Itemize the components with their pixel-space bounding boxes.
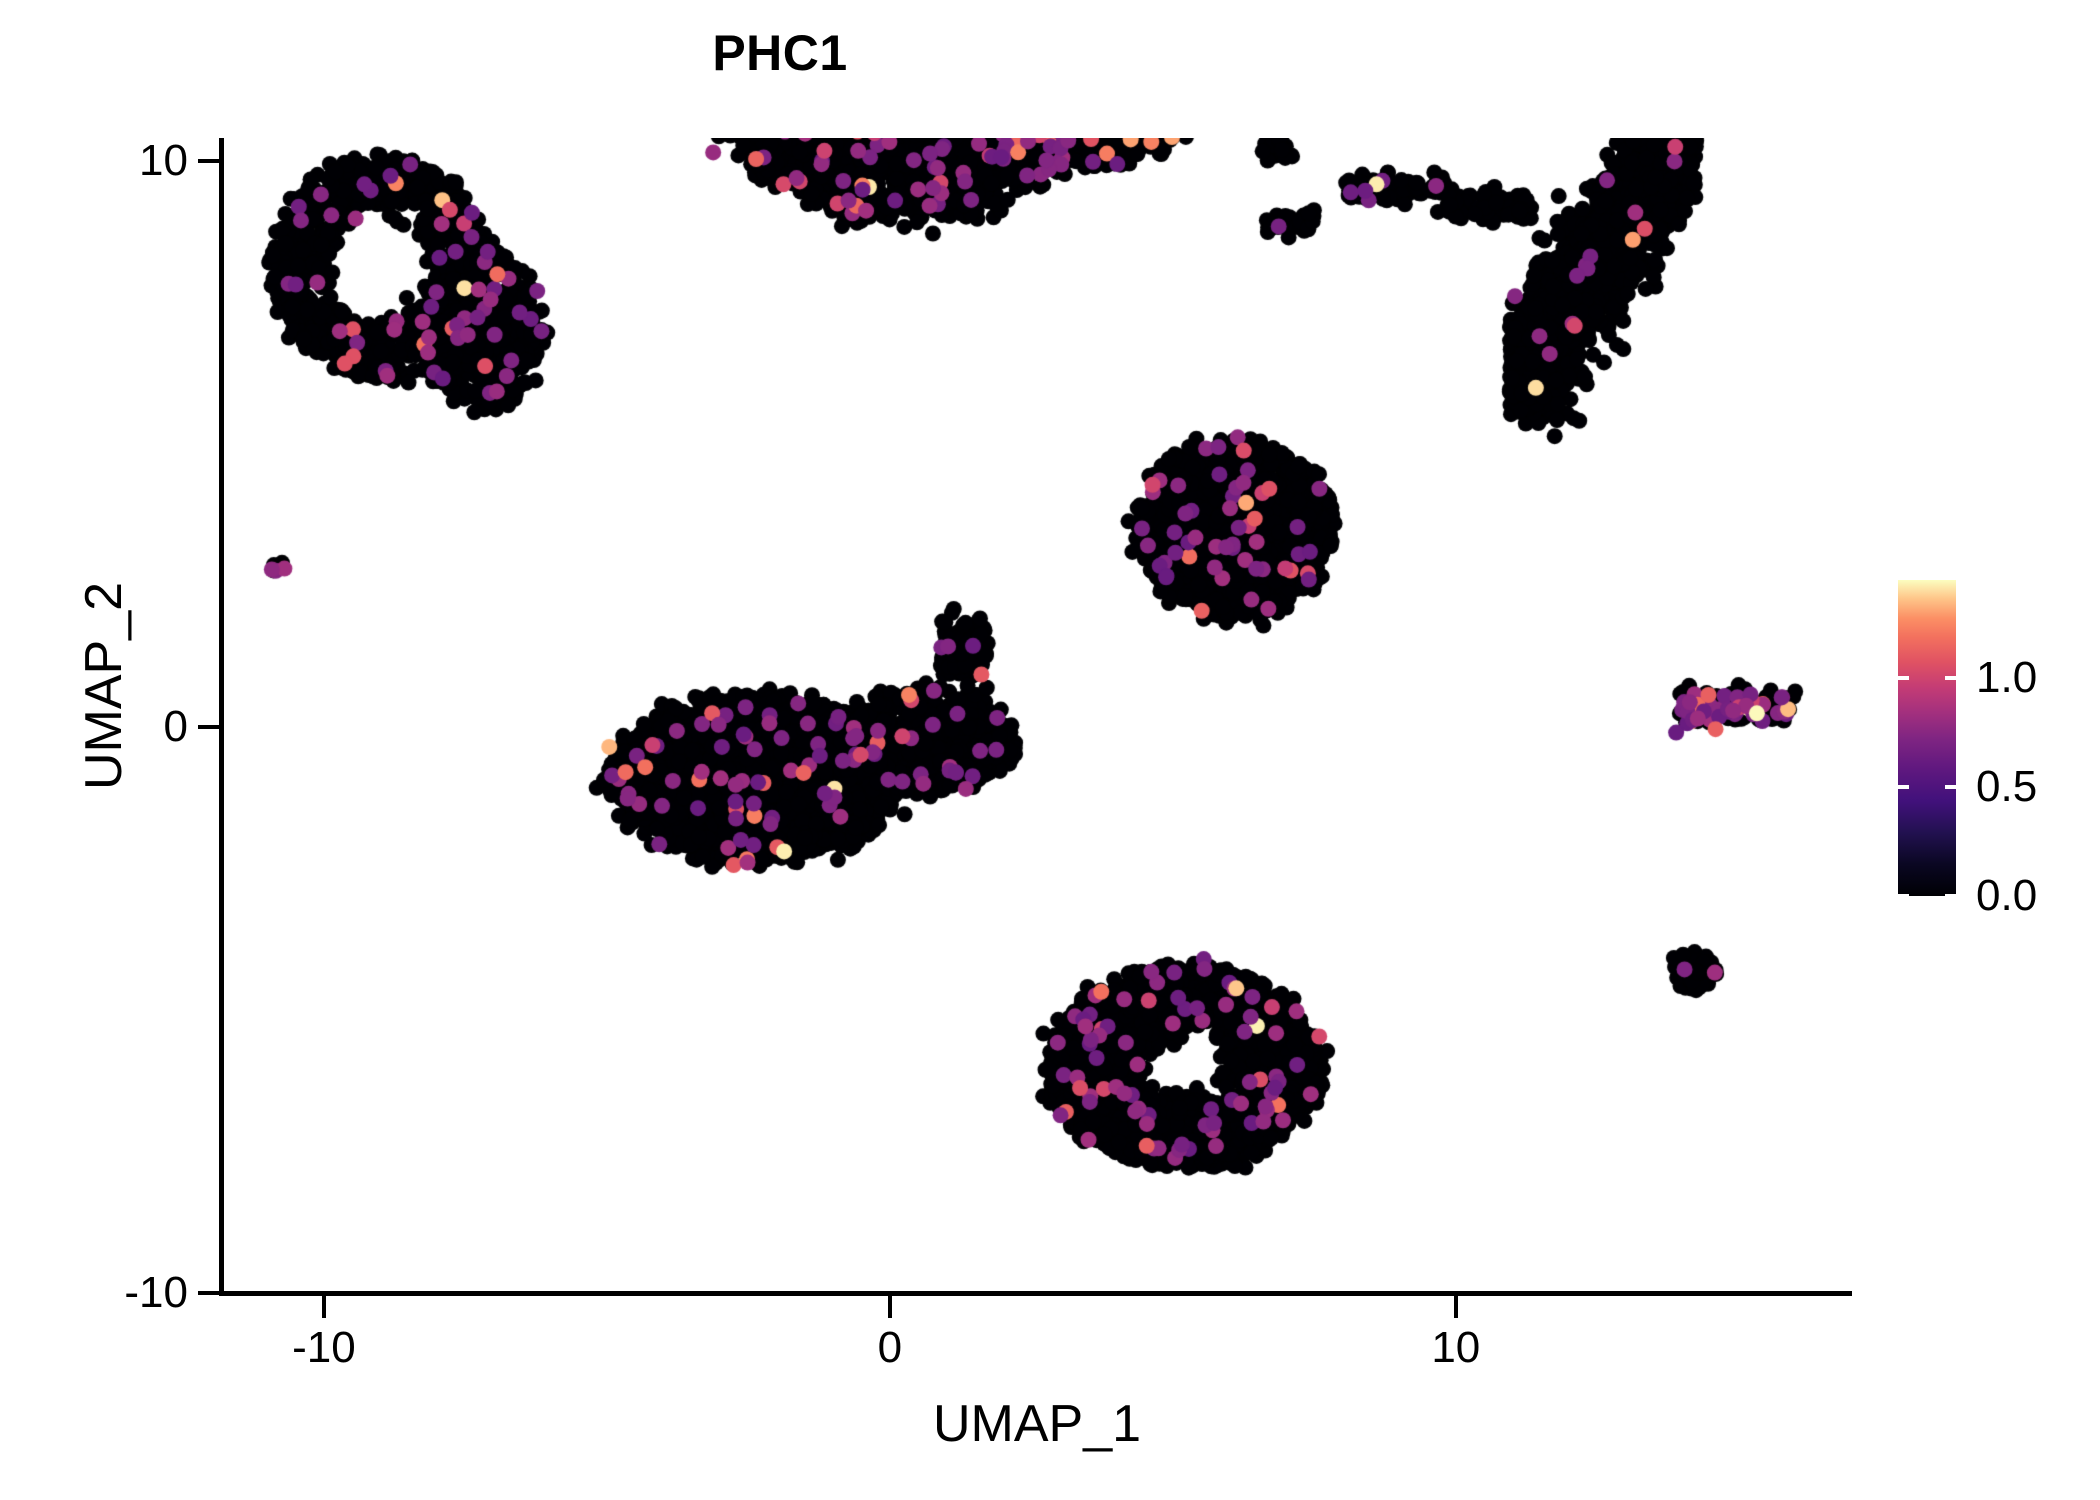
x-axis-title: UMAP_1 [932, 1395, 1142, 1453]
colorbar-tick-mark [1898, 894, 1909, 898]
y-tick-label: 0 [163, 701, 188, 751]
x-tick-mark [887, 1296, 892, 1318]
x-tick-label: 0 [877, 1323, 903, 1372]
y-tick-label: 10 [139, 135, 188, 185]
x-tick-label: -10 [292, 1323, 356, 1372]
colorbar-tick-mark [1945, 894, 1956, 898]
x-tick-mark [1453, 1296, 1458, 1318]
y-axis-line [219, 138, 224, 1296]
colorbar-tick-mark [1898, 785, 1909, 790]
y-tick-label: -10 [124, 1268, 188, 1317]
colorbar-tick-label: 1.0 [1976, 653, 2038, 703]
x-tick-mark [321, 1296, 326, 1318]
colorbar-tick-mark [1945, 676, 1956, 681]
colorbar-tick-label: 0.5 [1976, 762, 2038, 812]
y-axis-title: UMAP_2 [75, 581, 133, 791]
colorbar-tick-mark [1898, 676, 1909, 681]
colorbar-tick-mark [1945, 785, 1956, 790]
y-tick-mark [198, 724, 220, 729]
scatter-plot-canvas [222, 138, 1852, 1293]
x-tick-label: 10 [1431, 1323, 1481, 1372]
colorbar-gradient [1898, 580, 1956, 896]
colorbar-tick-label: 0.0 [1976, 871, 2038, 920]
x-axis-line [219, 1291, 1852, 1296]
y-tick-mark [198, 1291, 220, 1295]
y-tick-mark [198, 158, 220, 163]
page-title: PHC1 [712, 25, 848, 81]
color-legend: 1.0 0.5 0.0 [1898, 580, 2088, 918]
